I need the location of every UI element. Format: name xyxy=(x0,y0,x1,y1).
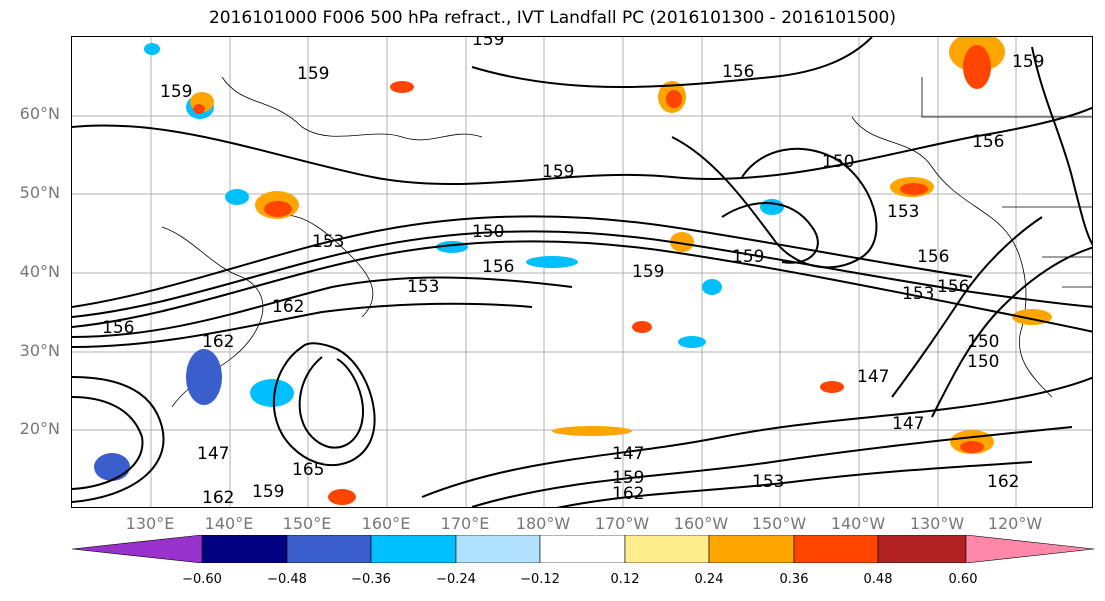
contour-label: 156 xyxy=(102,318,134,338)
contour-label: 147 xyxy=(892,414,924,434)
colorbar-cell xyxy=(708,535,795,563)
contour-label: 150 xyxy=(967,352,999,372)
contour-label: 159 xyxy=(1012,52,1044,72)
contour-labels: 159 159 156 159 156 159 150 153 159 150 … xyxy=(102,37,1044,508)
contour-label: 150 xyxy=(472,222,504,242)
map-canvas: 159 159 156 159 156 159 150 153 159 150 … xyxy=(72,37,1092,508)
colorbar-tick-label: 0.12 xyxy=(610,572,640,587)
lon-label: 130°W xyxy=(909,514,965,533)
colorbar-cell xyxy=(624,535,710,563)
lon-label: 180°W xyxy=(515,514,571,533)
colorbar-tick-label: −0.24 xyxy=(436,572,476,587)
colorbar-cell xyxy=(370,535,457,563)
lon-label: 130°E xyxy=(125,514,175,533)
lat-label: 40°N xyxy=(19,262,60,281)
lon-label: 140°W xyxy=(830,514,886,533)
lon-label: 150°W xyxy=(751,514,807,533)
contour-label: 162 xyxy=(202,332,234,352)
contour-label: 159 xyxy=(612,468,644,488)
contour-label: 159 xyxy=(542,162,574,182)
lon-label: 150°E xyxy=(282,514,332,533)
contour-label: 156 xyxy=(722,62,754,82)
contour-label: 150 xyxy=(822,152,854,172)
anomaly-patches xyxy=(94,37,1052,505)
contour-label: 153 xyxy=(312,232,344,252)
colorbar-tick-label: 0.48 xyxy=(863,572,893,587)
lon-label: 140°E xyxy=(204,514,254,533)
colorbar-cell xyxy=(286,535,372,563)
colorbar-cell xyxy=(455,535,541,563)
colorbar-cell xyxy=(539,535,626,563)
lon-label: 160°W xyxy=(673,514,729,533)
lat-label: 20°N xyxy=(19,419,60,438)
contour-label: 162 xyxy=(987,472,1019,492)
lon-label: 170°E xyxy=(440,514,490,533)
lon-label: 170°W xyxy=(594,514,650,533)
colorbar-low-extend xyxy=(72,535,203,563)
contour-label: 162 xyxy=(202,488,234,508)
colorbar-tick-label: 0.24 xyxy=(694,572,724,587)
contour-label: 156 xyxy=(917,247,949,267)
contour-label: 162 xyxy=(612,484,644,504)
contour-label: 165 xyxy=(292,460,324,480)
colorbar-cell xyxy=(201,535,288,563)
colorbar-tick-label: 0.60 xyxy=(948,572,978,587)
colorbar-tick-label: −0.48 xyxy=(267,572,307,587)
map-title: 2016101000 F006 500 hPa refract., IVT La… xyxy=(208,8,896,28)
contour-label: 159 xyxy=(472,37,504,50)
contour-label: 153 xyxy=(407,277,439,297)
contour-label: 159 xyxy=(297,64,329,84)
coastlines xyxy=(161,76,1092,408)
colorbar-cell xyxy=(877,535,967,563)
contour-label: 156 xyxy=(482,257,514,277)
contour-label: 147 xyxy=(197,444,229,464)
contour-label: 159 xyxy=(160,82,192,102)
contour-label: 147 xyxy=(857,367,889,387)
lon-label: 120°W xyxy=(987,514,1043,533)
contour-label: 159 xyxy=(632,262,664,282)
colorbar-tick-label: 0.36 xyxy=(779,572,809,587)
lat-label: 50°N xyxy=(19,183,60,202)
colorbar-tick-label: −0.36 xyxy=(351,572,391,587)
contour-label: 162 xyxy=(272,297,304,317)
lon-label: 160°E xyxy=(361,514,411,533)
map-panel: 159 159 156 159 156 159 150 153 159 150 … xyxy=(71,36,1093,508)
contour-label: 150 xyxy=(967,332,999,352)
contour-label: 147 xyxy=(612,444,644,464)
colorbar-cell xyxy=(793,535,879,563)
lat-label: 30°N xyxy=(19,341,60,360)
contour-label: 159 xyxy=(732,247,764,267)
contour-label: 153 xyxy=(752,472,784,492)
contour-label: 159 xyxy=(252,482,284,502)
height-contours xyxy=(72,37,1092,507)
lat-label: 60°N xyxy=(19,104,60,123)
colorbar xyxy=(72,535,1095,563)
contour-label: 156 xyxy=(937,277,969,297)
colorbar-tick-label: −0.60 xyxy=(182,572,222,587)
colorbar-tick-label: −0.12 xyxy=(520,572,560,587)
contour-label: 156 xyxy=(972,132,1004,152)
contour-label: 153 xyxy=(902,284,934,304)
contour-label: 153 xyxy=(887,202,919,222)
colorbar-high-extend xyxy=(965,535,1095,563)
